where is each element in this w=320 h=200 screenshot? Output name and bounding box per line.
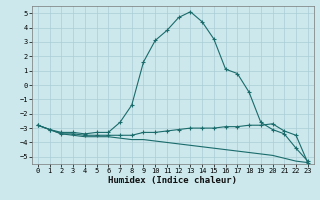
- X-axis label: Humidex (Indice chaleur): Humidex (Indice chaleur): [108, 176, 237, 185]
